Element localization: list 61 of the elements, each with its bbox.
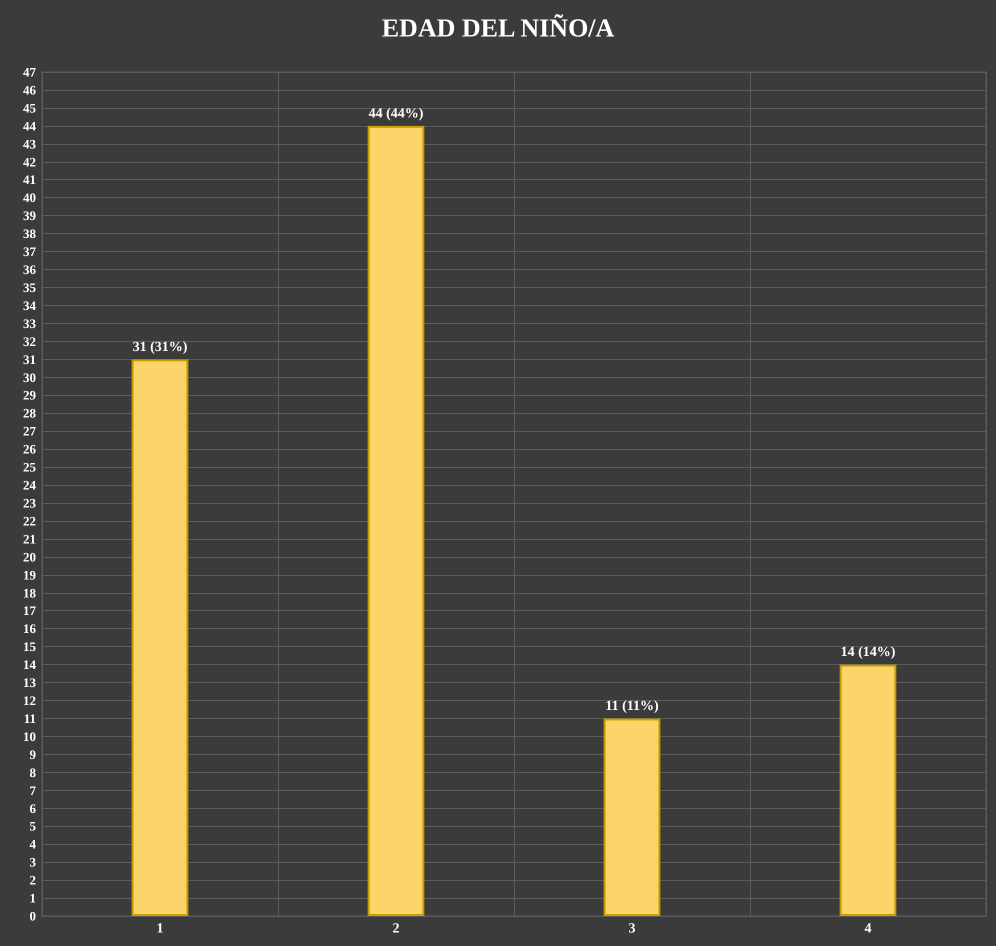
y-tick-label: 38 bbox=[23, 226, 36, 242]
y-tick-label: 45 bbox=[23, 100, 36, 116]
y-tick-label: 1 bbox=[30, 890, 36, 906]
y-tick-label: 26 bbox=[23, 442, 36, 457]
y-tick-label: 21 bbox=[23, 531, 36, 546]
y-tick-label: 18 bbox=[23, 585, 36, 600]
y-tick-label: 0 bbox=[30, 908, 36, 924]
y-tick-label: 35 bbox=[23, 280, 36, 295]
y-tick-label: 5 bbox=[30, 818, 36, 834]
y-tick-label: 3 bbox=[30, 854, 36, 870]
y-tick-label: 10 bbox=[23, 728, 36, 744]
y-tick-label: 24 bbox=[23, 478, 36, 493]
y-tick-label: 17 bbox=[23, 603, 36, 618]
y-tick-label: 46 bbox=[23, 82, 36, 98]
y-tick-label: 16 bbox=[23, 621, 36, 636]
y-tick-label: 40 bbox=[23, 190, 36, 206]
y-tick-label: 11 bbox=[24, 710, 36, 726]
y-tick-label: 7 bbox=[30, 782, 36, 798]
y-tick-label: 15 bbox=[23, 639, 36, 654]
y-tick-label: 33 bbox=[23, 316, 36, 331]
y-tick-label: 25 bbox=[23, 460, 36, 475]
bar bbox=[132, 359, 188, 916]
y-tick-label: 36 bbox=[23, 262, 36, 278]
y-tick-label: 9 bbox=[30, 746, 36, 762]
bar bbox=[840, 664, 896, 916]
y-tick-label: 4 bbox=[30, 836, 36, 852]
y-tick-label: 44 bbox=[23, 118, 36, 134]
y-tick-label: 22 bbox=[23, 513, 36, 528]
y-tick-label: 13 bbox=[23, 675, 36, 690]
data-label: 11 (11%) bbox=[605, 698, 659, 714]
y-tick-label: 27 bbox=[23, 424, 36, 439]
y-tick-label: 12 bbox=[23, 693, 36, 708]
x-tick-label: 1 bbox=[156, 922, 164, 936]
y-tick-label: 8 bbox=[30, 764, 36, 780]
data-label: 31 (31%) bbox=[132, 340, 188, 355]
chart-title: EDAD DEL NIÑO/A bbox=[382, 14, 615, 42]
x-tick-label: 2 bbox=[392, 922, 400, 936]
y-tick-label: 28 bbox=[23, 406, 36, 421]
bar bbox=[368, 126, 424, 916]
y-tick-label: 29 bbox=[23, 388, 36, 403]
y-tick-label: 31 bbox=[23, 352, 36, 367]
y-tick-label: 42 bbox=[23, 154, 36, 170]
y-tick-label: 23 bbox=[23, 495, 36, 510]
x-tick-label: 4 bbox=[864, 922, 872, 936]
y-tick-label: 6 bbox=[30, 800, 36, 816]
y-tick-label: 32 bbox=[23, 334, 36, 349]
data-label: 44 (44%) bbox=[368, 106, 424, 122]
y-tick-label: 34 bbox=[23, 298, 36, 313]
y-tick-label: 2 bbox=[30, 872, 36, 888]
x-tick-label: 3 bbox=[628, 922, 636, 936]
data-label: 14 (14%) bbox=[840, 645, 896, 660]
y-tick-label: 14 bbox=[23, 657, 36, 672]
y-tick-label: 19 bbox=[23, 567, 36, 582]
y-tick-label: 39 bbox=[23, 208, 36, 224]
y-tick-label: 47 bbox=[23, 64, 36, 80]
y-tick-label: 37 bbox=[23, 244, 36, 260]
y-tick-label: 30 bbox=[23, 370, 36, 385]
y-tick-label: 41 bbox=[23, 172, 36, 188]
y-tick-label: 43 bbox=[23, 136, 36, 152]
y-tick-label: 20 bbox=[23, 549, 36, 564]
bar bbox=[604, 718, 660, 916]
